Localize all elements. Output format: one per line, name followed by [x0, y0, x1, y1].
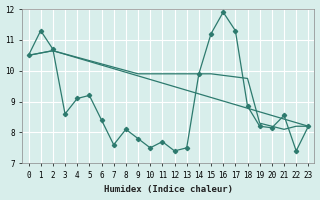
X-axis label: Humidex (Indice chaleur): Humidex (Indice chaleur)	[104, 185, 233, 194]
